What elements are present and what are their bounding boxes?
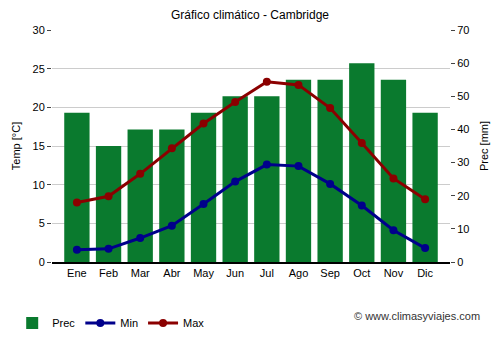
svg-text:Jun: Jun	[226, 267, 244, 279]
svg-text:60: 60	[457, 57, 469, 69]
svg-text:Ago: Ago	[289, 267, 309, 279]
svg-text:Temp [°C]: Temp [°C]	[10, 122, 22, 170]
svg-text:Min: Min	[120, 317, 138, 329]
svg-text:10: 10	[457, 223, 469, 235]
svg-text:5: 5	[39, 217, 45, 229]
svg-text:25: 25	[33, 63, 45, 75]
svg-text:70: 70	[457, 24, 469, 36]
svg-text:Max: Max	[183, 317, 204, 329]
svg-text:30: 30	[33, 24, 45, 36]
svg-text:Mar: Mar	[131, 267, 150, 279]
svg-text:15: 15	[33, 140, 45, 152]
svg-text:Feb: Feb	[99, 267, 118, 279]
svg-text:Prec [mm]: Prec [mm]	[478, 121, 490, 171]
svg-text:Oct: Oct	[353, 267, 370, 279]
svg-text:© www.climasyviajes.com: © www.climasyviajes.com	[354, 310, 480, 322]
svg-text:Abr: Abr	[163, 267, 180, 279]
svg-text:40: 40	[457, 123, 469, 135]
svg-text:May: May	[193, 267, 214, 279]
svg-text:Prec: Prec	[52, 317, 75, 329]
svg-text:10: 10	[33, 179, 45, 191]
svg-text:0: 0	[457, 256, 463, 268]
svg-text:Nov: Nov	[384, 267, 404, 279]
svg-text:30: 30	[457, 156, 469, 168]
svg-text:20: 20	[33, 101, 45, 113]
svg-text:Ene: Ene	[67, 267, 87, 279]
svg-text:Dic: Dic	[417, 267, 433, 279]
svg-text:Jul: Jul	[260, 267, 274, 279]
svg-text:Gráfico climático - Cambridge: Gráfico climático - Cambridge	[171, 8, 329, 22]
svg-text:20: 20	[457, 190, 469, 202]
svg-text:50: 50	[457, 90, 469, 102]
svg-text:Sep: Sep	[320, 267, 340, 279]
svg-text:0: 0	[39, 256, 45, 268]
